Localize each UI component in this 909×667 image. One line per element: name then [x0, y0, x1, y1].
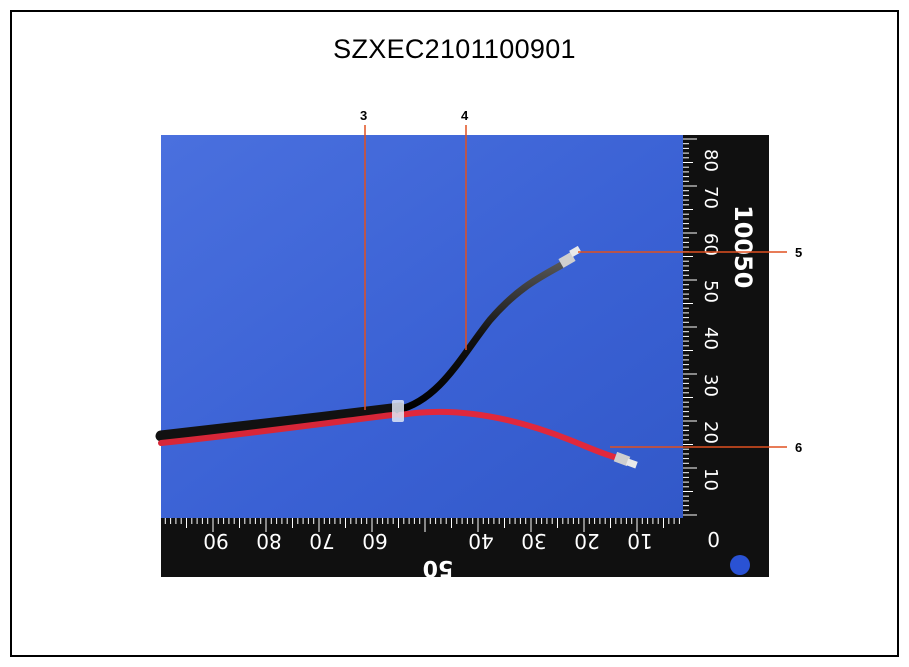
- right-ruler-label: 40: [700, 327, 721, 350]
- right-ruler-label: 50: [700, 280, 721, 303]
- bottom-ruler-label: 20: [574, 529, 599, 553]
- right-ruler-label: 20: [700, 421, 721, 444]
- bottom-ruler-label: 90: [203, 529, 228, 553]
- ruler-corner: [683, 518, 769, 577]
- right-ruler-label: 70: [700, 186, 721, 209]
- cable-assembly: [155, 245, 638, 469]
- bottom-ruler-label: 30: [521, 529, 546, 553]
- right-ruler-label: 60: [700, 233, 721, 256]
- black-wire: [394, 259, 569, 414]
- bottom-ruler: 10 20 30 40 60 70 80 90 50: [161, 518, 701, 580]
- callout-5: 5: [795, 245, 803, 260]
- bottom-ruler-big-label: 50: [423, 555, 454, 580]
- callout-lines: [364, 125, 787, 448]
- right-ruler-big-100: 100: [729, 205, 757, 255]
- bottom-ruler-label: 70: [309, 529, 334, 553]
- svg-text:0: 0: [707, 527, 720, 551]
- bottom-ruler-label: 10: [627, 529, 652, 553]
- right-ruler-label: 80: [700, 149, 721, 172]
- right-ruler-label: 10: [700, 468, 721, 491]
- bottom-ruler-label: 60: [362, 529, 387, 553]
- bottom-ruler-label: 80: [256, 529, 281, 553]
- document-title: SZXEC2101100901: [333, 34, 576, 64]
- split-sleeve: [392, 400, 404, 422]
- callout-3: 3: [360, 108, 368, 123]
- callout-4: 4: [461, 108, 469, 123]
- red-wire: [397, 408, 621, 461]
- callout-6: 6: [795, 440, 803, 455]
- right-ruler-label: 30: [700, 374, 721, 397]
- right-ruler: 10 20 30 40 50 60 70 80 100 50: [683, 135, 769, 525]
- right-ruler-big-50: 50: [729, 255, 757, 288]
- bottom-ruler-label: 40: [468, 529, 493, 553]
